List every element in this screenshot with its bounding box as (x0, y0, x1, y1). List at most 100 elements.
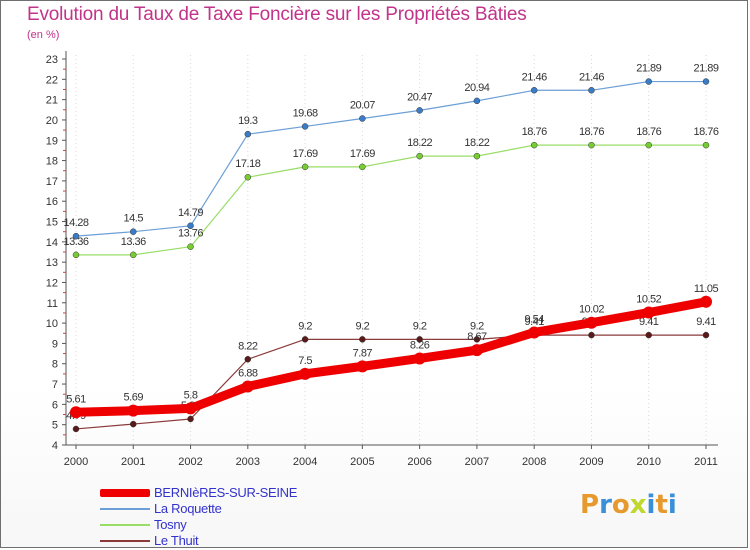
data-point-le-thuit (645, 331, 652, 339)
y-tick-label: 17 (46, 176, 58, 188)
data-point-la-roquette (416, 107, 423, 114)
data-label-tosny: 18.76 (579, 126, 604, 138)
data-point-tosny (473, 152, 481, 160)
data-point-le-thuit (244, 356, 252, 363)
data-point-berni-res-sur-seine (241, 380, 254, 393)
data-point-le-thuit (301, 336, 309, 343)
legend-item: La Roquette (100, 501, 400, 517)
logo-letter: i (667, 490, 677, 520)
series-line-la-roquette (75, 80, 707, 237)
data-label-la-roquette: 14.5 (124, 213, 144, 225)
data-point-tosny (72, 251, 80, 259)
data-label-tosny: 18.76 (522, 126, 547, 138)
y-tick-label: 8 (52, 359, 58, 371)
data-label-berni-res-sur-seine: 7.5 (298, 355, 312, 367)
data-point-berni-res-sur-seine (700, 295, 712, 308)
x-tick-label: 2005 (350, 456, 374, 468)
series-line-tosny (75, 144, 707, 256)
data-label-tosny: 13.76 (178, 228, 203, 240)
logo-letter: o (611, 490, 630, 520)
x-tick-label: 2000 (64, 456, 88, 468)
data-label-le-thuit: 9.41 (524, 316, 544, 328)
legend-label: BERNIèRES-SUR-SEINE (154, 485, 298, 500)
y-tick-label: 5 (52, 420, 58, 432)
y-tick-label: 23 (46, 54, 58, 66)
logo-letter: x (629, 490, 647, 520)
legend-item: Le Thuit (100, 533, 400, 549)
data-label-berni-res-sur-seine: 5.69 (124, 392, 144, 404)
logo-letter: i (646, 490, 656, 520)
data-point-la-roquette (588, 87, 595, 94)
data-label-le-thuit: 9.2 (470, 320, 484, 332)
data-point-tosny (359, 163, 366, 171)
chart-title: Evolution du Taux de Taxe Foncière sur l… (27, 4, 527, 25)
data-point-le-thuit (130, 420, 137, 428)
legend-item: Tosny (100, 517, 400, 533)
data-point-berni-res-sur-seine (585, 316, 598, 329)
logo-letter: P (580, 490, 600, 520)
y-tick-label: 6 (52, 399, 58, 411)
data-point-tosny (702, 141, 710, 149)
data-point-berni-res-sur-seine (299, 367, 312, 380)
y-tick-label: 21 (46, 95, 58, 107)
y-tick-label: 14 (46, 237, 58, 249)
data-label-berni-res-sur-seine: 5.61 (66, 393, 86, 405)
data-point-la-roquette (130, 228, 137, 235)
data-label-berni-res-sur-seine: 10.52 (636, 294, 661, 306)
legend-swatch (100, 508, 150, 510)
y-unit-label: (en %) (27, 29, 60, 41)
x-tick-label: 2008 (522, 456, 546, 468)
data-point-berni-res-sur-seine (528, 326, 541, 339)
data-label-tosny: 13.36 (63, 236, 88, 248)
data-label-berni-res-sur-seine: 8.67 (467, 331, 487, 343)
data-label-berni-res-sur-seine: 6.88 (238, 367, 258, 379)
data-label-le-thuit: 9.41 (696, 316, 716, 328)
data-label-la-roquette: 14.79 (178, 207, 203, 219)
data-point-le-thuit (702, 331, 710, 339)
y-tick-label: 12 (46, 277, 58, 289)
x-tick-label: 2002 (178, 456, 202, 468)
data-point-le-thuit (187, 415, 194, 423)
data-point-berni-res-sur-seine (642, 306, 655, 319)
data-label-tosny: 18.76 (636, 126, 661, 138)
data-point-la-roquette (244, 130, 252, 138)
data-point-le-thuit (473, 336, 481, 343)
legend-label: La Roquette (154, 501, 222, 516)
x-tick-label: 2007 (465, 456, 489, 468)
data-point-tosny (416, 152, 423, 160)
x-tick-label: 2003 (236, 456, 260, 468)
data-label-berni-res-sur-seine: 5.8 (184, 389, 198, 401)
data-point-le-thuit (416, 336, 423, 343)
data-label-tosny: 18.22 (464, 137, 489, 149)
data-label-la-roquette: 19.3 (238, 115, 258, 127)
data-label-tosny: 17.69 (350, 148, 375, 160)
y-tick-label: 10 (46, 318, 58, 330)
legend-swatch (100, 540, 150, 542)
data-label-tosny: 17.18 (235, 158, 260, 170)
logo-letter: t (655, 490, 668, 520)
x-tick-label: 2011 (694, 456, 718, 468)
data-label-la-roquette: 20.47 (407, 91, 432, 103)
y-tick-label: 16 (46, 196, 58, 208)
legend: BERNIèRES-SUR-SEINE La Roquette Tosny Le… (100, 485, 400, 549)
series-line-le-thuit (75, 334, 707, 430)
legend-label: Le Thuit (154, 533, 199, 548)
data-point-le-thuit (72, 425, 80, 433)
y-tick-label: 20 (46, 115, 58, 127)
legend-swatch (100, 489, 150, 497)
y-tick-label: 11 (47, 298, 58, 310)
data-point-tosny (645, 141, 652, 149)
legend-item: BERNIèRES-SUR-SEINE (100, 485, 400, 501)
data-label-berni-res-sur-seine: 10.02 (579, 304, 604, 316)
data-point-la-roquette (645, 78, 652, 85)
x-tick-label: 2004 (293, 456, 317, 468)
data-point-berni-res-sur-seine (470, 344, 483, 357)
y-tick-label: 19 (46, 135, 58, 147)
data-label-le-thuit: 9.2 (355, 320, 369, 332)
data-point-tosny (530, 141, 538, 149)
series-line-berni-res-sur-seine (71, 297, 711, 417)
y-tick-label: 22 (46, 74, 58, 86)
data-point-berni-res-sur-seine (127, 404, 140, 417)
data-label-berni-res-sur-seine: 8.26 (410, 339, 430, 351)
